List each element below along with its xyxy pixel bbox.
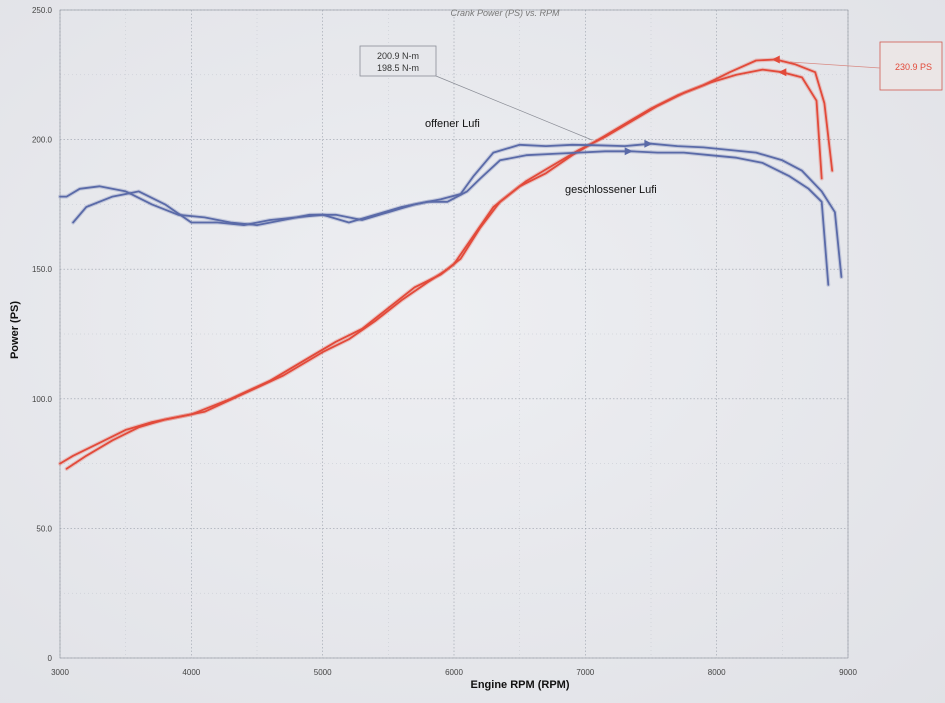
cursor-marker bbox=[644, 139, 653, 148]
y-tick-labels: 0 50.0 100.0 150.0 200.0 250.0 bbox=[32, 6, 53, 663]
x-tick-label: 5000 bbox=[314, 668, 332, 677]
plot-frame bbox=[59, 9, 849, 659]
y-axis-label: Power (PS) bbox=[9, 301, 21, 359]
x-tick-label: 9000 bbox=[839, 668, 857, 677]
peak-box-frame bbox=[879, 41, 943, 91]
x-tick-label: 6000 bbox=[445, 668, 463, 677]
cursor-marker bbox=[624, 147, 633, 156]
annotation-offener-lufi: offener Lufi bbox=[425, 118, 480, 130]
chart-title: Crank Power (PS) vs. RPM bbox=[450, 8, 560, 18]
grid bbox=[59, 9, 849, 659]
y-tick-label: 50.0 bbox=[36, 524, 52, 533]
value-box-line-2: 198.5 N-m bbox=[377, 63, 419, 73]
x-tick-labels: 3000 4000 5000 6000 7000 8000 9000 bbox=[51, 668, 857, 677]
peak-box-leader bbox=[789, 61, 881, 69]
x-tick-label: 4000 bbox=[182, 668, 200, 677]
x-tick-label: 8000 bbox=[708, 668, 726, 677]
series-lines bbox=[58, 55, 844, 471]
cursor-marker bbox=[778, 68, 787, 77]
x-tick-label: 7000 bbox=[576, 668, 594, 677]
value-box-line-1: 200.9 N-m bbox=[377, 51, 419, 61]
peak-box: 230.9 PS bbox=[789, 41, 943, 91]
value-box: 200.9 N-m 198.5 N-m bbox=[359, 45, 593, 141]
x-axis-label: Engine RPM (RPM) bbox=[471, 679, 570, 691]
y-tick-label: 100.0 bbox=[32, 395, 53, 404]
power-curve-1 bbox=[59, 58, 834, 465]
y-tick-label: 200.0 bbox=[32, 136, 53, 145]
peak-label: 230.9 PS bbox=[895, 62, 932, 72]
x-tick-label: 3000 bbox=[51, 668, 69, 677]
annotation-geschlossener-lufi: geschlossener Lufi bbox=[565, 184, 657, 196]
y-tick-label: 0 bbox=[48, 654, 53, 663]
power-curve-2 bbox=[65, 68, 823, 470]
cursor-marker bbox=[771, 55, 780, 64]
y-tick-label: 250.0 bbox=[32, 6, 53, 15]
torque-curve-4 bbox=[72, 150, 830, 286]
y-tick-label: 150.0 bbox=[32, 265, 53, 274]
value-box-leader bbox=[435, 75, 593, 141]
value-box-frame bbox=[359, 45, 437, 77]
